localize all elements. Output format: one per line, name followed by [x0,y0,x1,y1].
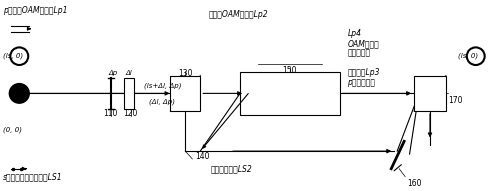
Text: 畸变的OAM信道光Lp2: 畸变的OAM信道光Lp2 [208,10,268,19]
Text: 160: 160 [407,179,422,188]
Text: Lp4: Lp4 [348,29,362,38]
Text: 150: 150 [282,66,297,75]
Text: (ls, 0): (ls, 0) [458,53,478,59]
Text: 去除畸变的: 去除畸变的 [348,49,370,58]
Bar [240,72,340,115]
Text: 型参考光Lp3: 型参考光Lp3 [348,68,380,77]
Text: 120: 120 [124,109,138,118]
Text: p偏振态OAM信道光Lp1: p偏振态OAM信道光Lp1 [4,6,68,15]
Text: Δp: Δp [108,70,118,76]
Bar [124,78,134,109]
Bar [414,76,446,111]
Text: (ls, 0): (ls, 0) [4,53,24,59]
Text: 140: 140 [196,152,210,161]
Text: s偏振态高斯型探测光LS1: s偏振态高斯型探测光LS1 [4,172,63,181]
Text: (0, 0): (0, 0) [4,126,22,133]
Circle shape [10,84,29,103]
Text: 130: 130 [178,69,192,78]
Text: 110: 110 [104,109,118,118]
Bar [170,76,200,111]
Text: Δl: Δl [126,70,132,76]
Text: p偏振态高斯: p偏振态高斯 [348,78,376,87]
Text: OAM信道光: OAM信道光 [348,39,379,48]
Text: (ls+Δl, Δp): (ls+Δl, Δp) [144,82,181,89]
Text: 170: 170 [448,96,462,105]
Text: (Δl, Δp): (Δl, Δp) [148,99,174,105]
Text: 畸变的探测光LS2: 畸变的探测光LS2 [210,164,252,173]
